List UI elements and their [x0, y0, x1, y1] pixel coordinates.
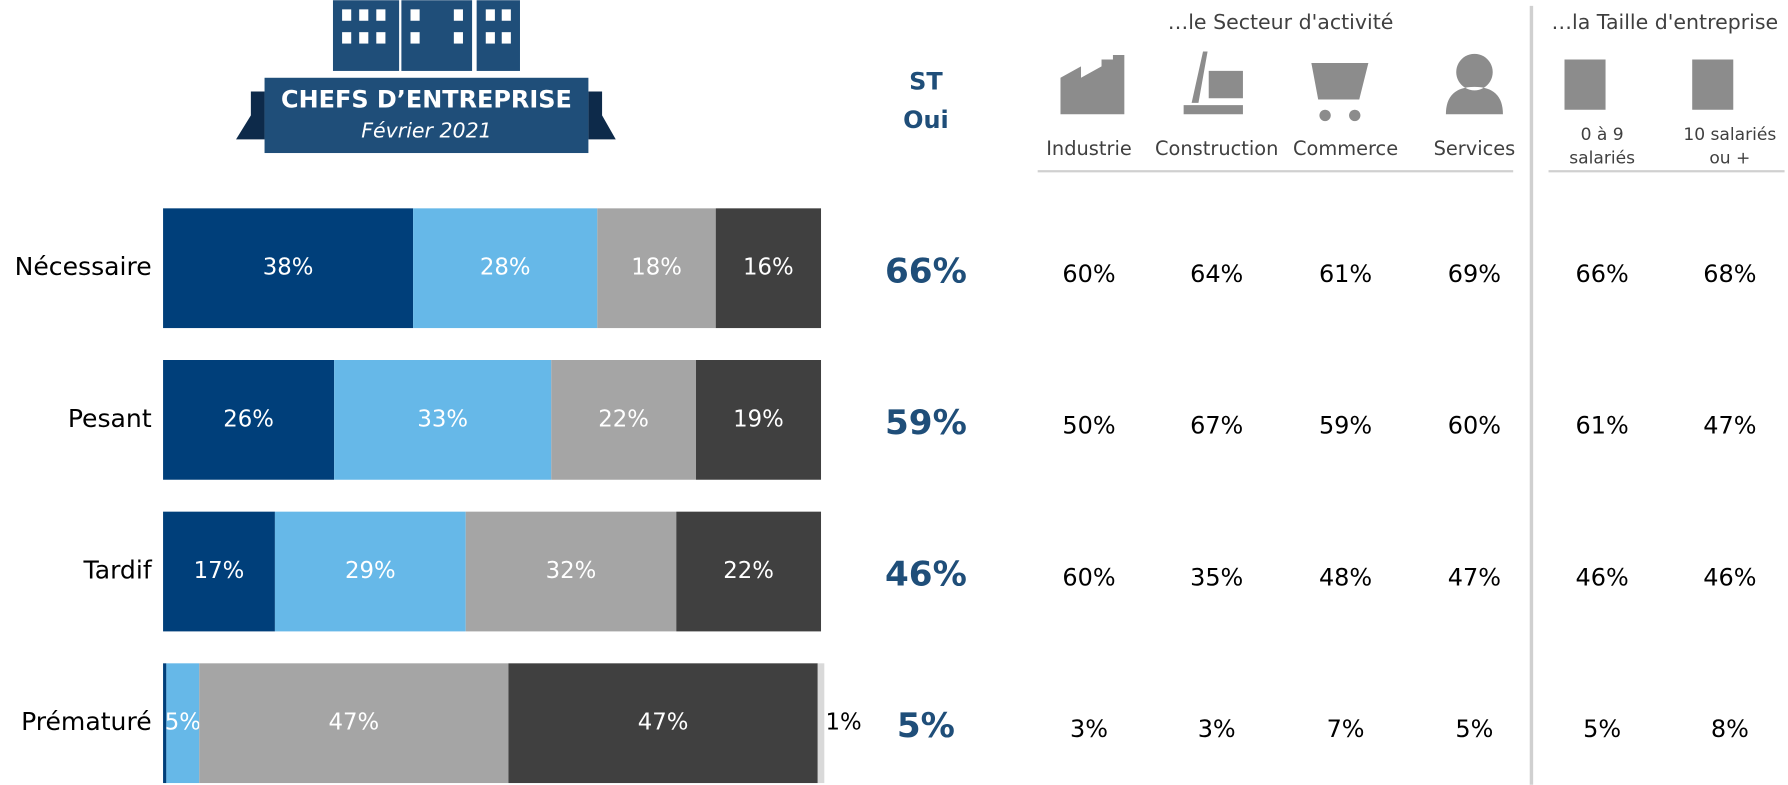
total-cell: 5% — [897, 706, 955, 746]
bar-segment — [696, 360, 822, 480]
column-header: Services — [1434, 137, 1516, 160]
bar-segment — [199, 663, 509, 784]
bar-segment — [676, 511, 822, 632]
data-label: 26% — [223, 406, 274, 432]
table-cell: 5% — [1583, 715, 1621, 743]
category-label: Nécessaire — [15, 252, 152, 281]
data-label: 33% — [417, 406, 468, 432]
data-label: 18% — [631, 255, 682, 281]
bar-segment — [166, 663, 200, 784]
category-label: Tardif — [83, 556, 153, 585]
data-label: 28% — [480, 255, 531, 281]
bar-segment — [163, 208, 414, 329]
table-cell: 50% — [1062, 412, 1115, 440]
total-cell: 66% — [885, 251, 967, 291]
total-header: ST — [909, 67, 943, 95]
logo-subtitle: Février 2021 — [361, 118, 492, 142]
table-cell: 61% — [1319, 260, 1372, 288]
table-cell: 7% — [1327, 715, 1365, 743]
bar-segment — [508, 663, 818, 784]
data-label: 1% — [825, 710, 861, 736]
table-cell: 5% — [1455, 715, 1493, 743]
total-cell: 46% — [885, 555, 967, 595]
logo: CHEFS D’ENTREPRISE Février 2021 — [236, 0, 616, 154]
total-header: Oui — [903, 106, 949, 134]
bar-segment — [163, 511, 275, 632]
table-cell: 3% — [1070, 715, 1108, 743]
column-header: 0 à 9 — [1581, 125, 1624, 145]
data-label: 47% — [638, 710, 689, 736]
table-cell: 46% — [1576, 563, 1629, 591]
bar-segment — [597, 208, 716, 329]
table-cell: 69% — [1448, 260, 1501, 288]
column-header: Industrie — [1046, 137, 1132, 160]
bar-segment — [274, 511, 466, 632]
group-header: …la Taille d'entreprise — [1552, 10, 1779, 34]
bar-segment — [817, 663, 825, 784]
data-label: 47% — [329, 710, 380, 736]
column-header: salariés — [1569, 149, 1635, 169]
table-cell: 60% — [1062, 563, 1115, 591]
data-label: 16% — [743, 255, 794, 281]
bar-segment — [413, 208, 598, 329]
data-label: 5% — [165, 710, 201, 736]
category-label: Prématuré — [21, 707, 152, 736]
bar-segment — [551, 360, 697, 480]
table-cell: 47% — [1448, 563, 1501, 591]
table-cell: 35% — [1190, 563, 1243, 591]
table-cell: 66% — [1576, 260, 1629, 288]
column-header: ou + — [1709, 149, 1750, 169]
column-header: Commerce — [1293, 137, 1398, 160]
column-header: Construction — [1155, 137, 1278, 160]
bar-segment — [163, 360, 335, 480]
data-label: 22% — [598, 406, 649, 432]
table-cell: 64% — [1190, 260, 1243, 288]
bar-segment — [334, 360, 552, 480]
table-cell: 67% — [1190, 412, 1243, 440]
bar-segment — [163, 663, 167, 784]
table-cell: 8% — [1711, 715, 1749, 743]
data-label: 38% — [263, 255, 314, 281]
logo-title: CHEFS D’ENTREPRISE — [281, 86, 572, 114]
table-cell: 60% — [1448, 412, 1501, 440]
table-cell: 46% — [1703, 563, 1756, 591]
data-label: 29% — [345, 558, 396, 584]
table-cell: 59% — [1319, 412, 1372, 440]
table-cell: 3% — [1198, 715, 1236, 743]
total-cell: 59% — [885, 403, 967, 443]
table-cell: 48% — [1319, 563, 1372, 591]
data-label: 32% — [546, 558, 597, 584]
table-cell: 61% — [1576, 412, 1629, 440]
bar-segment — [715, 208, 822, 329]
table-cell: 68% — [1703, 260, 1756, 288]
data-label: 19% — [733, 406, 784, 432]
category-label: Pesant — [68, 404, 152, 433]
data-label: 22% — [723, 558, 774, 584]
bar-segment — [465, 511, 677, 632]
group-header: …le Secteur d'activité — [1168, 10, 1394, 34]
table-cell: 60% — [1062, 260, 1115, 288]
data-label: 17% — [194, 558, 245, 584]
table-cell: 47% — [1703, 412, 1756, 440]
icons — [1060, 49, 1734, 122]
column-header: 10 salariés — [1683, 125, 1776, 145]
